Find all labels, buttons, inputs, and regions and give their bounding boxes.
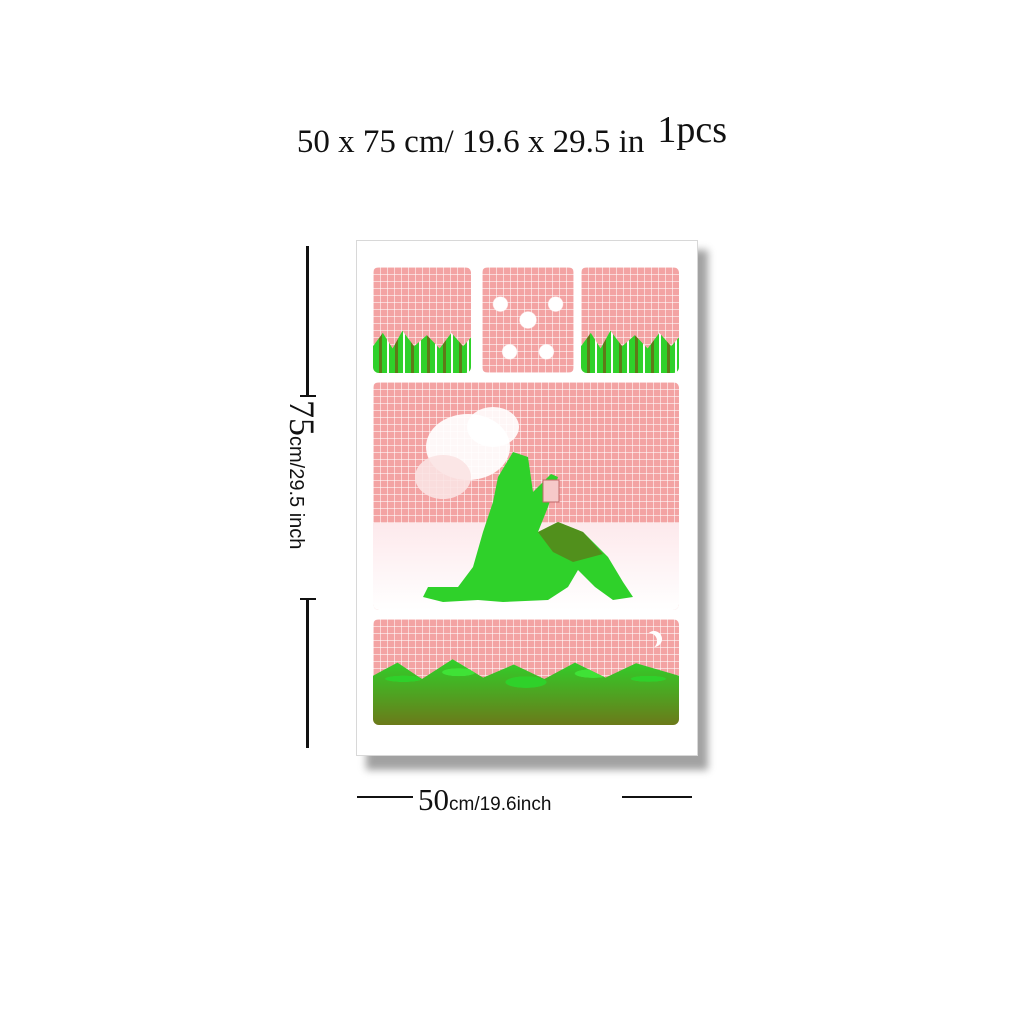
height-unit: cm/29.5 inch bbox=[285, 436, 307, 550]
width-label: 50cm/19.6inch bbox=[418, 782, 551, 818]
width-value: 50 bbox=[418, 782, 449, 817]
raindrop-pattern bbox=[482, 267, 574, 373]
panel-main-scene bbox=[373, 382, 679, 610]
panel-top-left bbox=[373, 267, 471, 373]
figure-body bbox=[423, 452, 633, 602]
height-value: 75 bbox=[282, 400, 322, 436]
figure-shadow bbox=[538, 522, 603, 562]
height-line-top bbox=[306, 246, 309, 396]
foliage bbox=[373, 659, 679, 725]
product-size-title: 50 x 75 cm/ 19.6 x 29.5 in 1pcs bbox=[0, 109, 1024, 162]
seated-figure-illustration bbox=[415, 407, 633, 602]
height-line-bottom-tick bbox=[300, 598, 316, 600]
height-line-top-tick bbox=[300, 395, 316, 397]
width-line-left bbox=[357, 796, 413, 798]
book bbox=[542, 479, 560, 503]
width-line-right bbox=[622, 796, 692, 798]
height-label: 75cm/29.5 inch bbox=[281, 400, 323, 549]
cloud-puff bbox=[467, 407, 519, 447]
poster-artwork bbox=[357, 241, 697, 755]
panel-bottom-scene bbox=[373, 619, 679, 725]
size-text: 50 x 75 cm/ 19.6 x 29.5 in bbox=[296, 124, 645, 160]
quantity-text: 1pcs bbox=[657, 109, 728, 151]
height-line-bottom bbox=[306, 598, 309, 748]
width-unit: cm/19.6inch bbox=[449, 794, 552, 815]
green-hills bbox=[581, 330, 679, 373]
moon-icon bbox=[641, 633, 657, 649]
green-hills bbox=[373, 330, 471, 373]
panel-top-right bbox=[581, 267, 679, 373]
cloud-puff bbox=[415, 455, 471, 499]
panel-top-center bbox=[482, 267, 574, 373]
